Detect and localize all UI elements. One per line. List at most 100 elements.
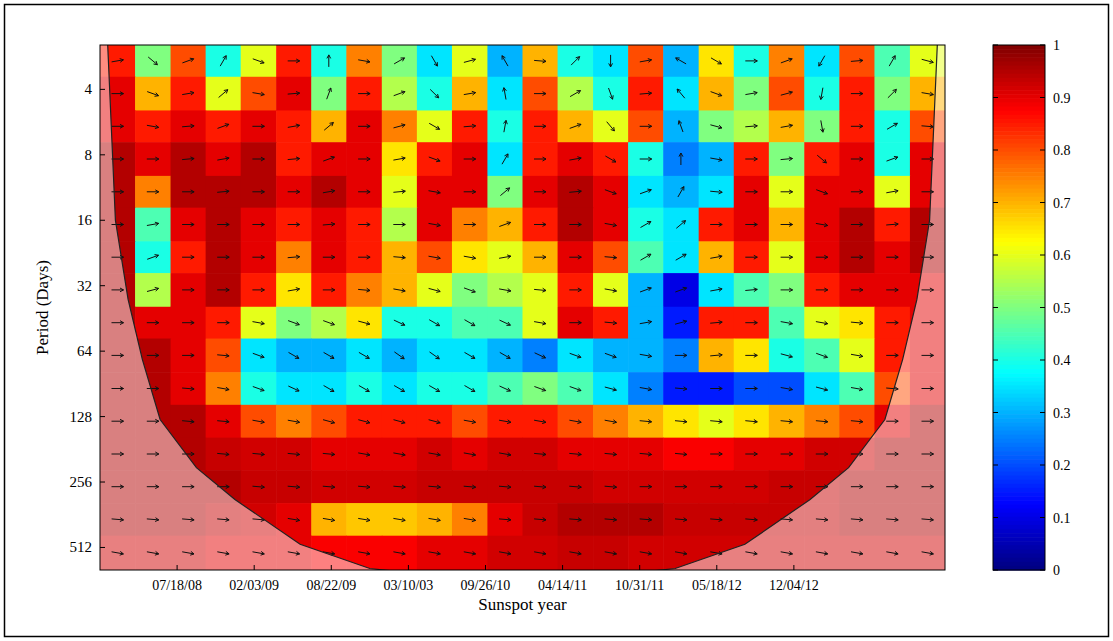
- phase-arrow: [429, 157, 440, 162]
- colorbar-step: [993, 357, 1045, 362]
- cell: [452, 405, 488, 438]
- cell: [769, 372, 805, 405]
- phase-arrow: [745, 91, 757, 95]
- colorbar-tick: [993, 307, 998, 308]
- phase-arrow: [922, 59, 934, 63]
- phase-arrow: [886, 288, 898, 292]
- phase-arrow: [502, 56, 508, 66]
- colorbar-step: [993, 262, 1045, 267]
- cell: [171, 77, 207, 111]
- cell: [558, 45, 594, 77]
- cell: [417, 372, 453, 405]
- cell: [452, 307, 488, 339]
- colorbar-frame: [993, 45, 1045, 570]
- phase-arrow: [745, 157, 757, 161]
- colorbar-step: [993, 390, 1045, 395]
- phase-arrow: [500, 320, 511, 325]
- phase-arrow: [288, 59, 300, 63]
- cell: [663, 339, 699, 373]
- cell: [593, 372, 629, 405]
- cell: [135, 176, 171, 208]
- cell: [487, 438, 523, 471]
- phase-arrow: [570, 353, 581, 358]
- phase-arrow: [605, 353, 616, 358]
- colorbar-step: [993, 287, 1045, 292]
- x-tick: [408, 565, 409, 570]
- phase-arrow: [781, 452, 793, 456]
- phase-arrow: [569, 485, 581, 489]
- phase-arrow: [745, 420, 757, 424]
- phase-arrow: [534, 321, 546, 325]
- phase-arrow: [816, 321, 828, 325]
- colorbar-step: [993, 246, 1045, 251]
- cell: [734, 372, 770, 405]
- cell: [311, 176, 347, 208]
- phase-arrow: [676, 58, 686, 64]
- phase-arrow: [217, 420, 229, 424]
- colorbar-tick: [1040, 517, 1045, 518]
- phase-arrow: [640, 551, 652, 555]
- cell: [417, 142, 453, 176]
- phase-arrow: [781, 485, 793, 489]
- cell: [663, 208, 699, 242]
- cell: [628, 142, 664, 176]
- x-tick-label: 10/31/11: [615, 578, 664, 593]
- phase-arrow: [816, 255, 828, 259]
- cell: [276, 208, 312, 242]
- cell: [769, 142, 805, 176]
- phase-arrow: [112, 354, 124, 358]
- colorbar: 00.10.20.30.40.50.60.70.80.91: [993, 38, 1071, 578]
- phase-arrow: [220, 56, 226, 66]
- cell: [276, 372, 312, 405]
- cell: [593, 438, 629, 471]
- phase-arrow: [605, 256, 617, 260]
- figure: 4816326412825651207/18/0802/03/0908/22/0…: [0, 0, 1113, 641]
- colorbar-step: [993, 168, 1045, 173]
- phase-arrow: [394, 124, 406, 128]
- phase-arrow: [323, 321, 334, 326]
- colorbar-step: [993, 554, 1045, 559]
- phase-arrow: [288, 223, 300, 227]
- cell: [593, 77, 629, 111]
- phase-arrow: [851, 321, 863, 325]
- cell: [628, 372, 664, 405]
- phase-arrow: [499, 485, 511, 489]
- phase-arrow: [394, 352, 404, 359]
- cell: [276, 273, 312, 307]
- cell: [558, 142, 594, 176]
- cell: [417, 307, 453, 339]
- cell: [839, 77, 875, 111]
- cell: [523, 536, 559, 570]
- colorbar-step: [993, 447, 1045, 452]
- colorbar-step: [993, 201, 1045, 206]
- phase-arrow: [819, 56, 825, 66]
- y-tick-label: 256: [70, 474, 93, 490]
- cell: [382, 241, 418, 273]
- cell: [839, 372, 875, 405]
- colorbar-tick: [1040, 465, 1045, 466]
- cell: [628, 273, 664, 307]
- cell: [346, 503, 382, 536]
- colorbar-step: [993, 463, 1045, 468]
- x-tick: [254, 565, 255, 570]
- cell: [382, 470, 418, 503]
- cell: [311, 503, 347, 536]
- cell: [311, 273, 347, 307]
- phase-arrow: [676, 254, 686, 260]
- colorbar-step: [993, 324, 1045, 329]
- phase-arrow: [323, 518, 335, 522]
- cell: [417, 77, 453, 111]
- cell: [276, 470, 312, 503]
- phase-arrow: [675, 387, 687, 391]
- phase-arrow: [500, 352, 510, 358]
- colorbar-step: [993, 484, 1045, 489]
- cell: [417, 438, 453, 471]
- cell: [487, 503, 523, 536]
- cell: [628, 77, 664, 111]
- colorbar-step: [993, 139, 1045, 144]
- phase-arrow: [605, 289, 617, 293]
- phase-arrow: [710, 255, 722, 259]
- phase-arrow: [711, 58, 721, 64]
- phase-arrow: [534, 92, 546, 96]
- colorbar-step: [993, 545, 1045, 550]
